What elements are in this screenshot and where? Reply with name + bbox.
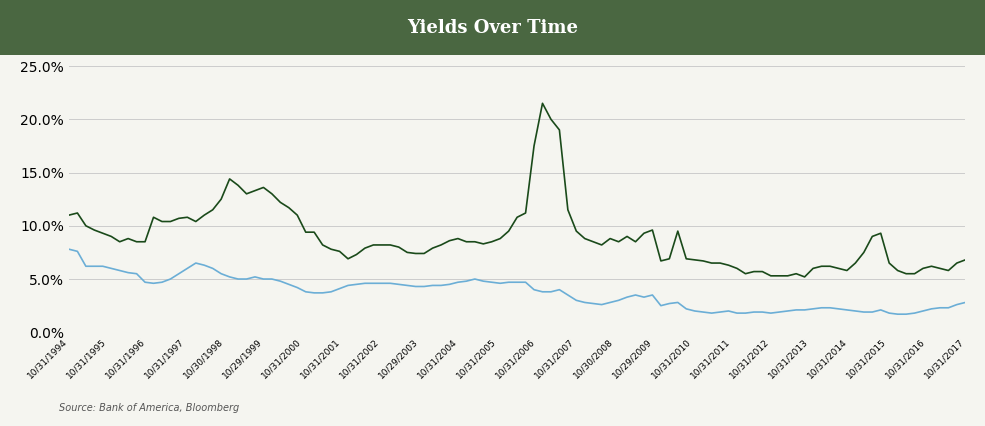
Text: Yields Over Time: Yields Over Time — [407, 19, 578, 37]
Text: Source: Bank of America, Bloomberg: Source: Bank of America, Bloomberg — [59, 403, 239, 413]
